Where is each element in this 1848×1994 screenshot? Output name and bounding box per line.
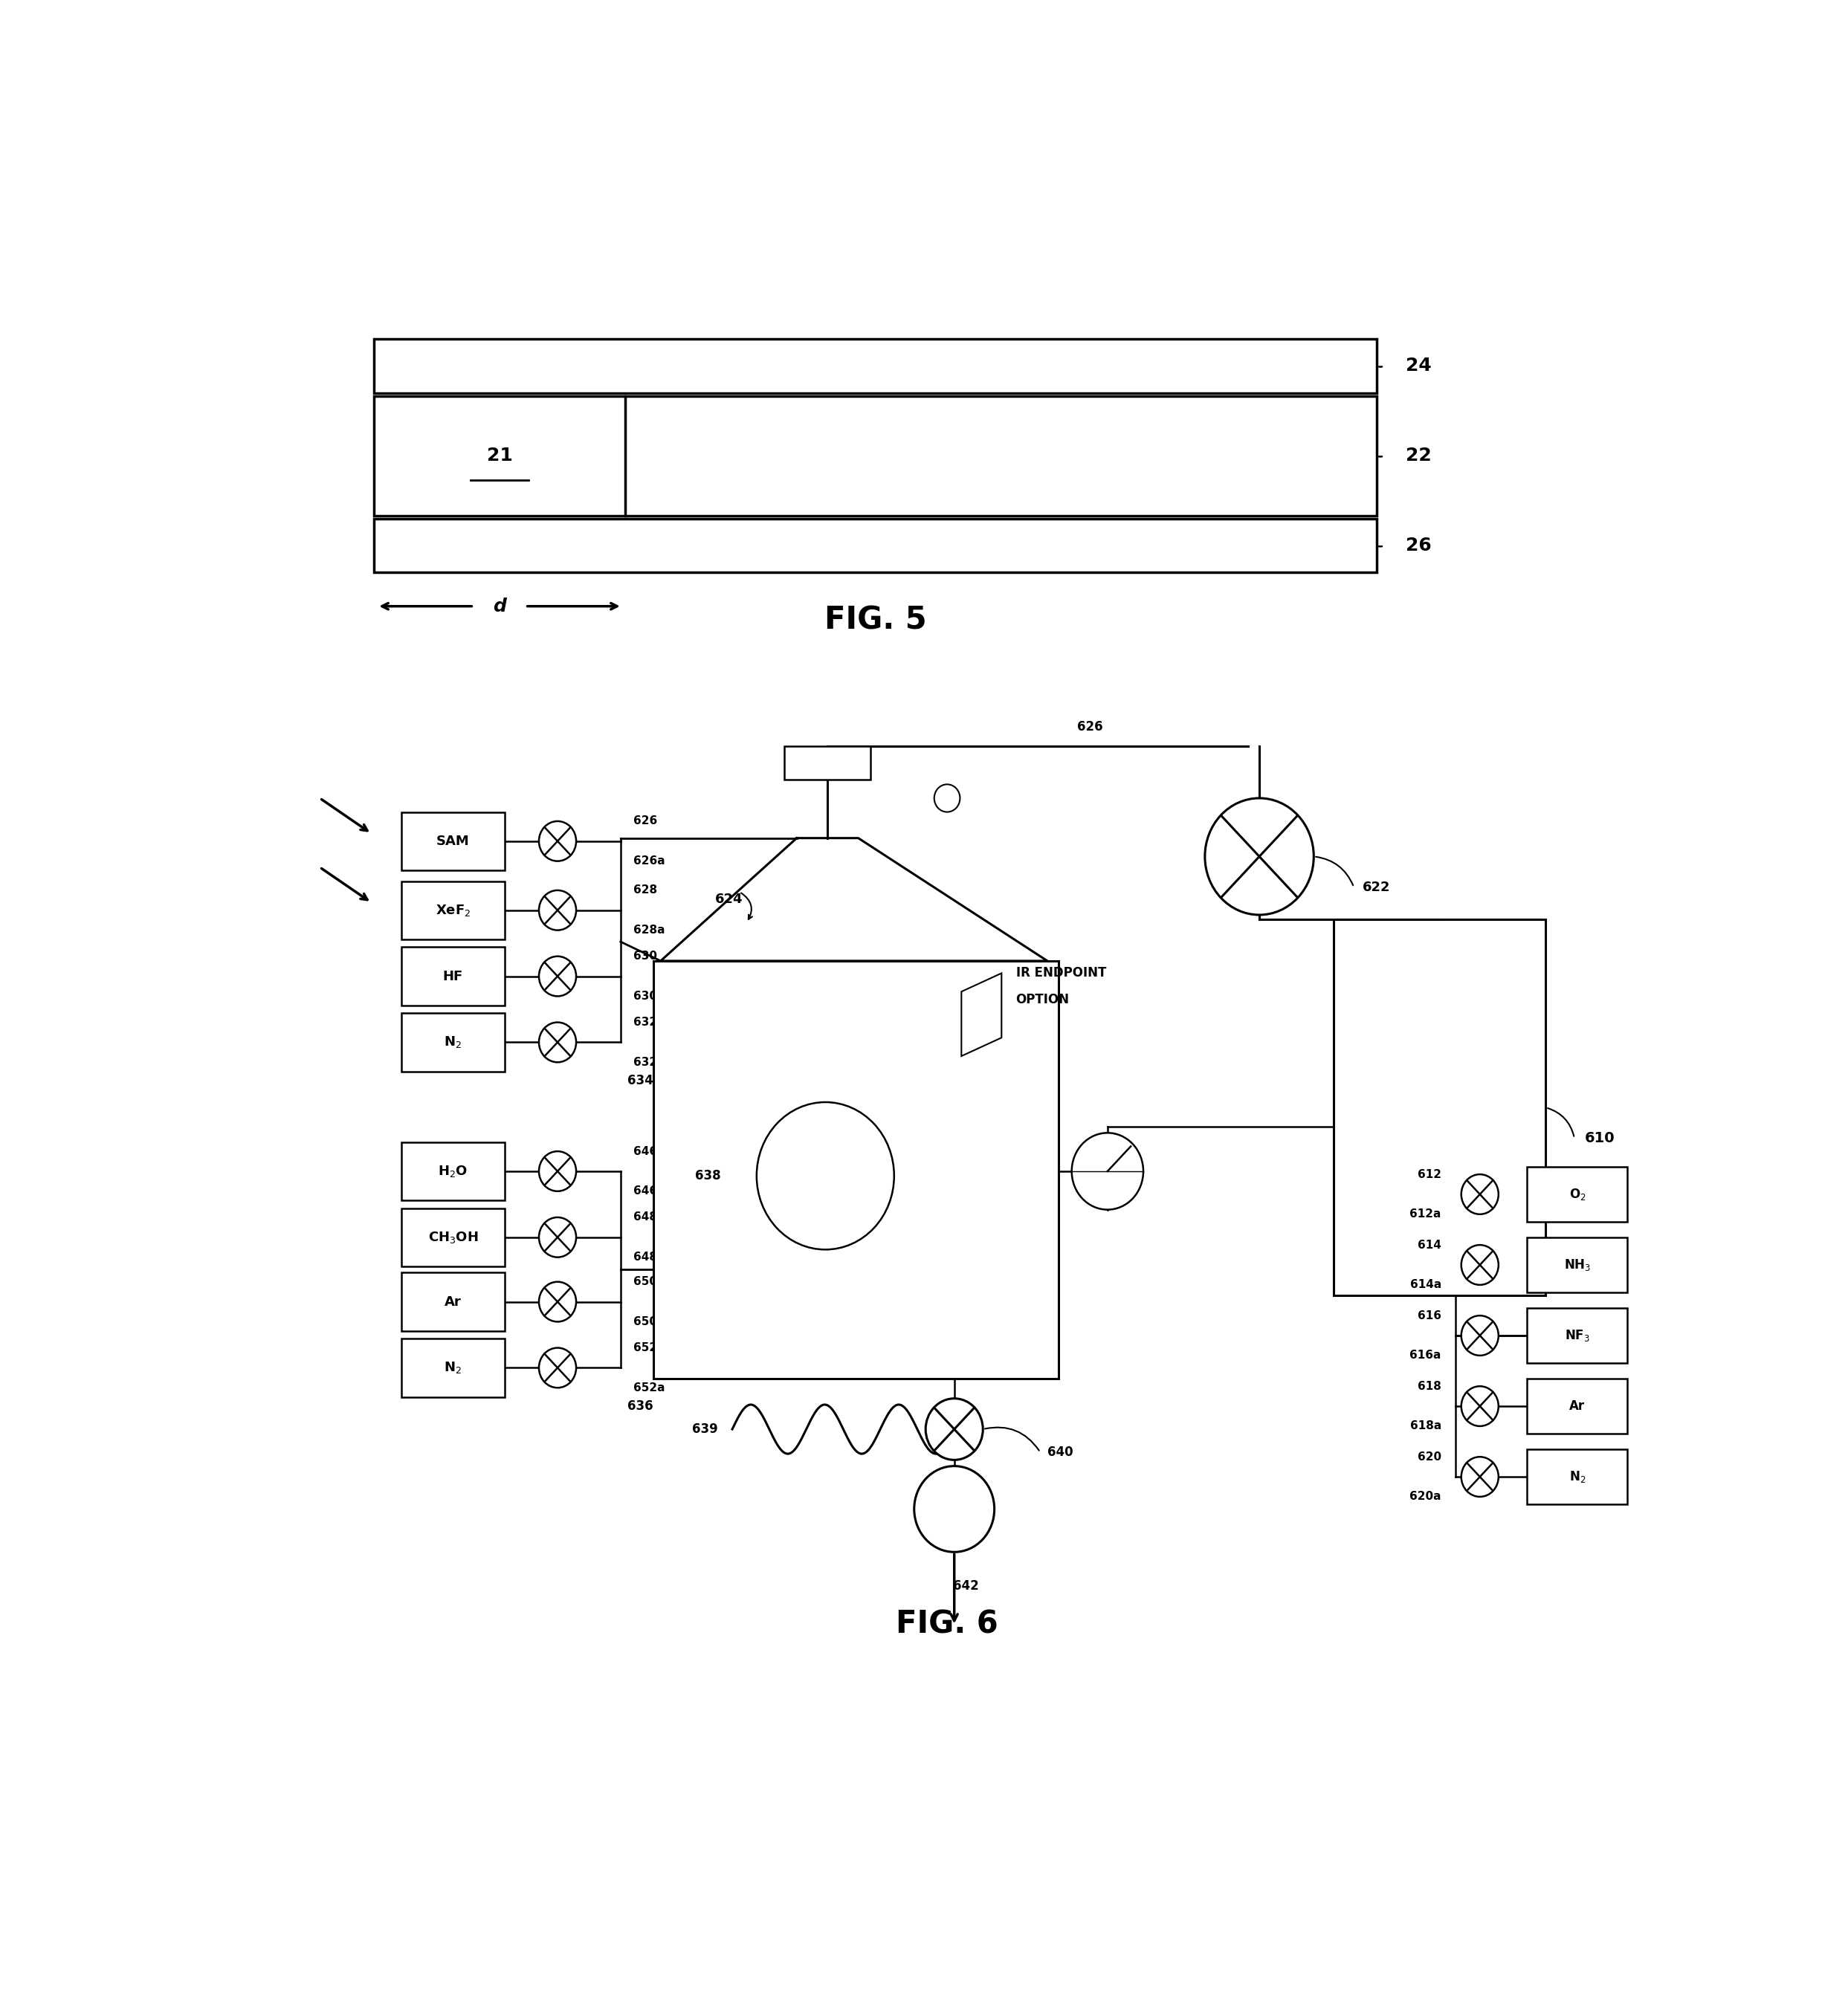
Bar [401, 812, 505, 869]
Text: 612: 612 [1417, 1168, 1441, 1180]
Circle shape [540, 1216, 577, 1258]
Text: NF$_3$: NF$_3$ [1565, 1328, 1589, 1344]
Bar [1526, 1378, 1628, 1434]
Text: O$_2$: O$_2$ [1569, 1186, 1586, 1202]
Text: 616: 616 [1417, 1310, 1441, 1322]
Text: NH$_3$: NH$_3$ [1563, 1258, 1591, 1272]
Bar [401, 947, 505, 1005]
Text: 626a: 626a [634, 855, 665, 867]
Circle shape [540, 957, 577, 997]
Bar [373, 397, 1377, 516]
Text: 638: 638 [695, 1168, 721, 1182]
Text: 650: 650 [634, 1276, 658, 1288]
Text: Ar: Ar [1569, 1400, 1586, 1414]
Bar [785, 746, 870, 780]
Text: 640: 640 [1048, 1446, 1074, 1460]
Circle shape [1462, 1244, 1499, 1284]
Text: 646a: 646a [634, 1186, 665, 1196]
Circle shape [1462, 1386, 1499, 1426]
Text: FIG. 6: FIG. 6 [896, 1609, 998, 1639]
Polygon shape [961, 973, 1002, 1057]
Bar [401, 1208, 505, 1266]
Text: 616a: 616a [1410, 1350, 1441, 1362]
Text: IR ENDPOINT: IR ENDPOINT [1016, 967, 1107, 979]
Text: H$_2$O: H$_2$O [438, 1164, 468, 1178]
Text: 648a: 648a [634, 1252, 665, 1262]
Bar [1526, 1308, 1628, 1364]
Text: 634: 634 [628, 1075, 654, 1087]
Bar [1526, 1166, 1628, 1222]
Text: 614a: 614a [1410, 1280, 1441, 1290]
Circle shape [915, 1466, 994, 1551]
Text: 628: 628 [634, 885, 658, 895]
Bar [401, 881, 505, 939]
Circle shape [1072, 1133, 1144, 1210]
Text: 652: 652 [634, 1342, 658, 1354]
Circle shape [540, 1151, 577, 1190]
Circle shape [540, 889, 577, 931]
Text: 642: 642 [954, 1579, 979, 1593]
Text: OPTION: OPTION [1016, 993, 1070, 1007]
Circle shape [1205, 798, 1314, 915]
Bar [373, 339, 1377, 393]
Text: 620a: 620a [1410, 1492, 1441, 1501]
Text: 26: 26 [1404, 536, 1430, 554]
Text: Ar: Ar [445, 1294, 462, 1308]
Text: 612a: 612a [1410, 1208, 1441, 1220]
Text: CH$_3$OH: CH$_3$OH [429, 1230, 479, 1244]
Text: 630: 630 [634, 951, 658, 961]
Bar [401, 1338, 505, 1398]
Circle shape [1462, 1316, 1499, 1356]
Bar [1526, 1236, 1628, 1292]
Bar [1334, 919, 1545, 1296]
Circle shape [756, 1103, 894, 1250]
Text: 636: 636 [628, 1400, 654, 1414]
Circle shape [540, 1282, 577, 1322]
Bar [401, 1013, 505, 1071]
Text: N$_2$: N$_2$ [1569, 1470, 1586, 1484]
Text: 620: 620 [1417, 1452, 1441, 1462]
Text: 632a: 632a [634, 1057, 665, 1069]
Text: 626: 626 [1077, 720, 1103, 734]
Text: 639: 639 [693, 1422, 717, 1436]
Circle shape [540, 1023, 577, 1063]
Circle shape [540, 822, 577, 861]
Text: 21: 21 [486, 447, 512, 465]
Bar [373, 518, 1377, 572]
Text: 614: 614 [1417, 1240, 1441, 1250]
Text: 618a: 618a [1410, 1420, 1441, 1432]
Circle shape [1462, 1458, 1499, 1497]
Text: 24: 24 [1404, 357, 1430, 375]
Text: XeF$_2$: XeF$_2$ [436, 903, 471, 917]
Bar [401, 1272, 505, 1330]
Circle shape [540, 1348, 577, 1388]
Text: 618: 618 [1417, 1380, 1441, 1392]
Text: 632: 632 [634, 1017, 658, 1027]
Text: FIG. 5: FIG. 5 [824, 604, 926, 636]
Bar [654, 961, 1059, 1378]
Text: 628a: 628a [634, 925, 665, 935]
Text: 630a: 630a [634, 991, 665, 1001]
Text: N$_2$: N$_2$ [444, 1035, 462, 1049]
Text: SAM: SAM [436, 833, 469, 847]
Text: N$_2$: N$_2$ [444, 1360, 462, 1376]
Text: 626: 626 [634, 816, 658, 828]
Text: 622: 622 [1362, 881, 1390, 893]
Text: 610: 610 [1584, 1131, 1615, 1145]
Text: 652a: 652a [634, 1382, 665, 1394]
Circle shape [926, 1398, 983, 1460]
Text: 650a: 650a [634, 1316, 665, 1328]
Text: HF: HF [444, 969, 464, 983]
Text: 648: 648 [634, 1212, 658, 1222]
Bar [1526, 1450, 1628, 1503]
Text: 646: 646 [634, 1147, 658, 1157]
Circle shape [1462, 1174, 1499, 1214]
Text: 22: 22 [1404, 447, 1430, 465]
Text: d: d [493, 598, 506, 616]
Circle shape [935, 784, 959, 812]
Text: 624: 624 [715, 893, 743, 905]
Bar [401, 1143, 505, 1200]
